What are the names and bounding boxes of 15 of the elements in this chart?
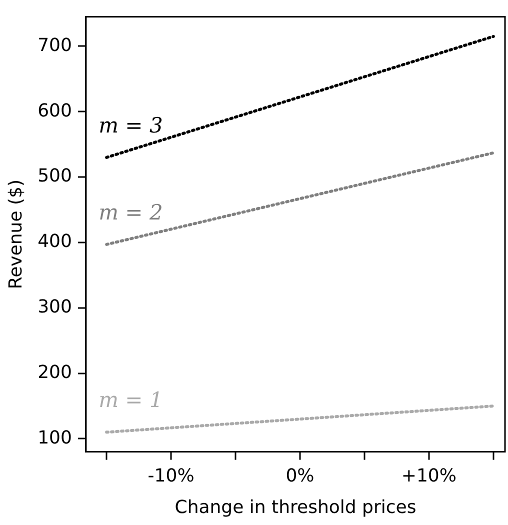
x-tick-label: +10% bbox=[401, 465, 456, 486]
y-axis-title: Revenue ($) bbox=[5, 179, 26, 290]
y-tick-label: 300 bbox=[38, 296, 72, 318]
series-label: m = 3 bbox=[98, 113, 163, 138]
y-tick-label: 100 bbox=[38, 427, 72, 448]
series-label: m = 2 bbox=[98, 200, 163, 224]
y-tick-label: 500 bbox=[38, 166, 72, 187]
series-label: m = 1 bbox=[98, 388, 163, 412]
y-tick-label: 200 bbox=[38, 362, 72, 383]
x-tick-label: 0% bbox=[286, 465, 314, 486]
x-tick-label: -10% bbox=[148, 465, 194, 486]
y-tick-label: 400 bbox=[38, 231, 72, 252]
x-axis-title: Change in threshold prices bbox=[174, 496, 416, 518]
y-tick-label: 600 bbox=[38, 100, 72, 122]
y-tick-label: 700 bbox=[38, 34, 72, 56]
